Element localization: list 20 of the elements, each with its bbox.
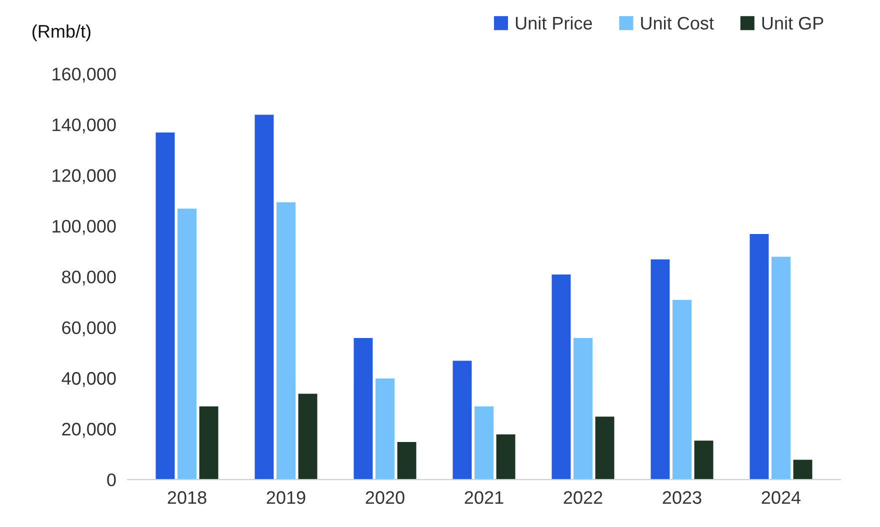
x-tick-label: 2020 — [366, 491, 404, 504]
y-tick-label: 40,000 — [62, 372, 116, 387]
x-tick-label: 2018 — [168, 491, 206, 504]
y-tick-label: 160,000 — [52, 68, 116, 83]
y-tick-label: 100,000 — [52, 220, 116, 235]
legend-label: Unit Cost — [641, 16, 714, 30]
y-tick-label: 140,000 — [52, 118, 116, 134]
y-axis-title: (Rmb/t) — [32, 24, 90, 42]
x-tick-label: 2024 — [762, 491, 801, 504]
y-tick-label: 20,000 — [62, 422, 116, 438]
legend-label: Unit GP — [762, 16, 824, 30]
y-tick-label: 60,000 — [62, 321, 116, 336]
x-tick-label: 2022 — [564, 491, 602, 504]
y-tick-label: 120,000 — [52, 169, 116, 184]
x-tick-label: 2019 — [266, 491, 306, 504]
legend-label: Unit Price — [516, 16, 592, 30]
x-tick-label: 2021 — [464, 491, 504, 504]
y-tick-label: 80,000 — [62, 270, 116, 286]
x-tick-label: 2023 — [662, 491, 702, 504]
y-tick-label: 0 — [107, 474, 116, 486]
